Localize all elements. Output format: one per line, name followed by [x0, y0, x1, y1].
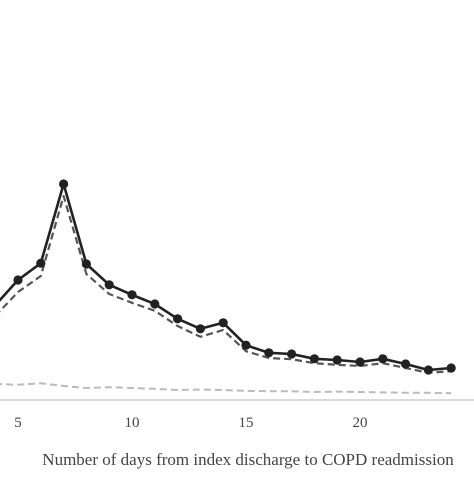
data-point: [195, 324, 205, 334]
x-tick-label: 20: [353, 415, 368, 431]
data-point: [241, 340, 251, 350]
data-point: [36, 258, 46, 268]
data-point: [264, 348, 274, 358]
data-point: [104, 280, 114, 290]
data-point: [287, 349, 297, 359]
series-line: [0, 194, 452, 374]
data-point: [173, 314, 183, 324]
data-point: [13, 275, 23, 285]
data-point: [309, 354, 319, 364]
data-point: [59, 179, 69, 189]
x-tick-label: 10: [125, 415, 140, 431]
x-tick-label: 15: [239, 415, 254, 431]
series-dashed: [0, 194, 452, 374]
data-point: [150, 299, 160, 309]
data-point: [127, 290, 137, 300]
data-point: [401, 359, 411, 369]
series-layer: [0, 179, 456, 395]
data-point: [378, 354, 388, 364]
x-tick-label: 5: [14, 415, 22, 431]
x-axis-title: Number of days from index discharge to C…: [42, 450, 454, 469]
series-line: [0, 382, 452, 395]
data-point: [423, 365, 433, 375]
data-point: [81, 259, 91, 269]
data-point: [332, 355, 342, 365]
data-point: [446, 363, 456, 373]
series-dashed-light: [0, 382, 452, 395]
data-point: [218, 318, 228, 328]
x-tick-labels: 5 10 15 20: [14, 415, 367, 431]
series-solid-markers: [0, 179, 456, 375]
data-point: [355, 357, 365, 367]
